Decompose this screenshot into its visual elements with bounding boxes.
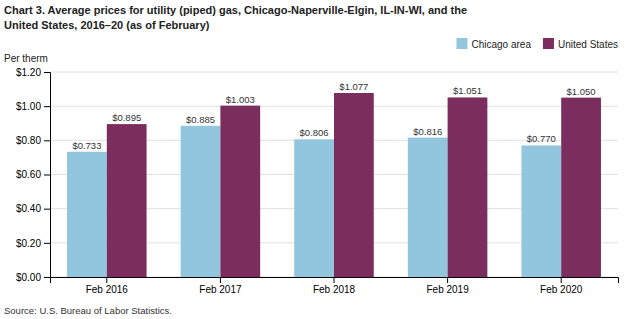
data-label: $0.816 — [413, 126, 442, 137]
plot: $0.733 $0.885 $0.806 $0.816 $0.770 $0.895 $1.0… — [16, 67, 619, 295]
y-axis-title: Per therm — [4, 53, 48, 64]
y-tick-label: $1.00 — [16, 101, 41, 112]
series — [107, 93, 601, 277]
data-label: $1.050 — [567, 86, 596, 97]
data-label: $1.051 — [453, 85, 482, 96]
bar — [107, 124, 147, 277]
y-tick-label: $0.00 — [16, 272, 41, 283]
y-tick-mark — [44, 209, 50, 210]
y-tick-label: $0.80 — [16, 135, 41, 146]
y-tick: $0.60 — [16, 169, 50, 180]
x-tick-mark — [447, 277, 448, 283]
y-axis-line — [44, 73, 51, 278]
y-tick-label: $0.20 — [16, 238, 41, 249]
grid-line — [50, 72, 618, 73]
y-tick-label: $1.20 — [16, 67, 41, 78]
bar — [334, 93, 374, 277]
data-label: $0.895 — [112, 112, 141, 123]
data-labels: $0.733 $0.885 $0.806 $0.816 $0.770 $0.895 $1.0… — [72, 81, 595, 151]
bar — [448, 97, 488, 277]
x-tick-mark — [106, 277, 107, 283]
y-tick-label: $0.40 — [16, 203, 41, 214]
chart: Chart 3. Average prices for utility (pip… — [0, 0, 632, 319]
legend-swatch — [543, 38, 554, 49]
y-tick: $0.80 — [16, 135, 50, 146]
bar — [521, 145, 561, 277]
y-tick: $0.20 — [16, 238, 50, 249]
y-tick: $0.00 — [16, 272, 50, 283]
y-tick-mark — [44, 175, 50, 176]
data-label: $0.885 — [186, 114, 215, 125]
data-label: $1.003 — [226, 94, 255, 105]
y-tick: $0.40 — [16, 203, 50, 214]
x-tick: Feb 2019 — [426, 277, 469, 295]
x-tick-label: Feb 2020 — [540, 284, 583, 295]
bar — [561, 98, 601, 277]
y-tick-label: $0.60 — [16, 169, 41, 180]
x-tick: Feb 2020 — [540, 277, 583, 295]
y-tick: $1.20 — [16, 67, 50, 78]
x-tick-mark — [220, 277, 221, 283]
legend-label: Chicago area — [471, 39, 531, 50]
y-tick-mark — [44, 72, 50, 73]
y-axis: $0.00 $0.20 $0.40 $0.60 $0.80 $1.00 $1.20 — [16, 67, 51, 283]
x-axis-line — [51, 278, 619, 284]
y-tick-mark — [44, 106, 50, 107]
x-tick: Feb 2018 — [313, 277, 356, 295]
x-tick-label: Feb 2016 — [86, 284, 129, 295]
bar — [181, 126, 221, 277]
title: United States, 2016–20 (as of February) — [4, 19, 210, 31]
bar — [408, 138, 448, 277]
bar — [220, 106, 260, 277]
title: Chart 3. Average prices for utility (pip… — [4, 4, 467, 16]
x-tick-label: Feb 2019 — [426, 284, 469, 295]
bars — [67, 93, 601, 277]
bar — [294, 139, 334, 277]
legend: Chicago area United States — [456, 38, 618, 50]
data-label: $0.733 — [72, 140, 101, 151]
legend-item: Chicago area — [456, 38, 531, 50]
data-label: $1.077 — [339, 81, 368, 92]
data-label: $0.770 — [527, 133, 556, 144]
y-tick-mark — [44, 277, 50, 278]
x-tick: Feb 2016 — [86, 277, 129, 295]
y-tick: $1.00 — [16, 101, 50, 112]
x-tick-mark — [334, 277, 335, 283]
x-tick-label: Feb 2017 — [199, 284, 242, 295]
legend-swatch — [456, 38, 467, 49]
x-tick: Feb 2017 — [199, 277, 242, 295]
y-tick-mark — [44, 140, 50, 141]
x-tick-mark — [561, 277, 562, 283]
x-tick-label: Feb 2018 — [313, 284, 356, 295]
source: Source: U.S. Bureau of Labor Statistics. — [4, 305, 172, 316]
legend-label: United States — [558, 39, 618, 50]
legend-item: United States — [543, 38, 618, 50]
bar — [67, 152, 107, 277]
y-tick-mark — [44, 243, 50, 244]
data-label: $0.806 — [300, 127, 329, 138]
x-axis: Feb 2016 Feb 2017 Feb 2018 Feb 2019 Feb 2020 — [51, 277, 619, 295]
grid — [50, 72, 618, 277]
